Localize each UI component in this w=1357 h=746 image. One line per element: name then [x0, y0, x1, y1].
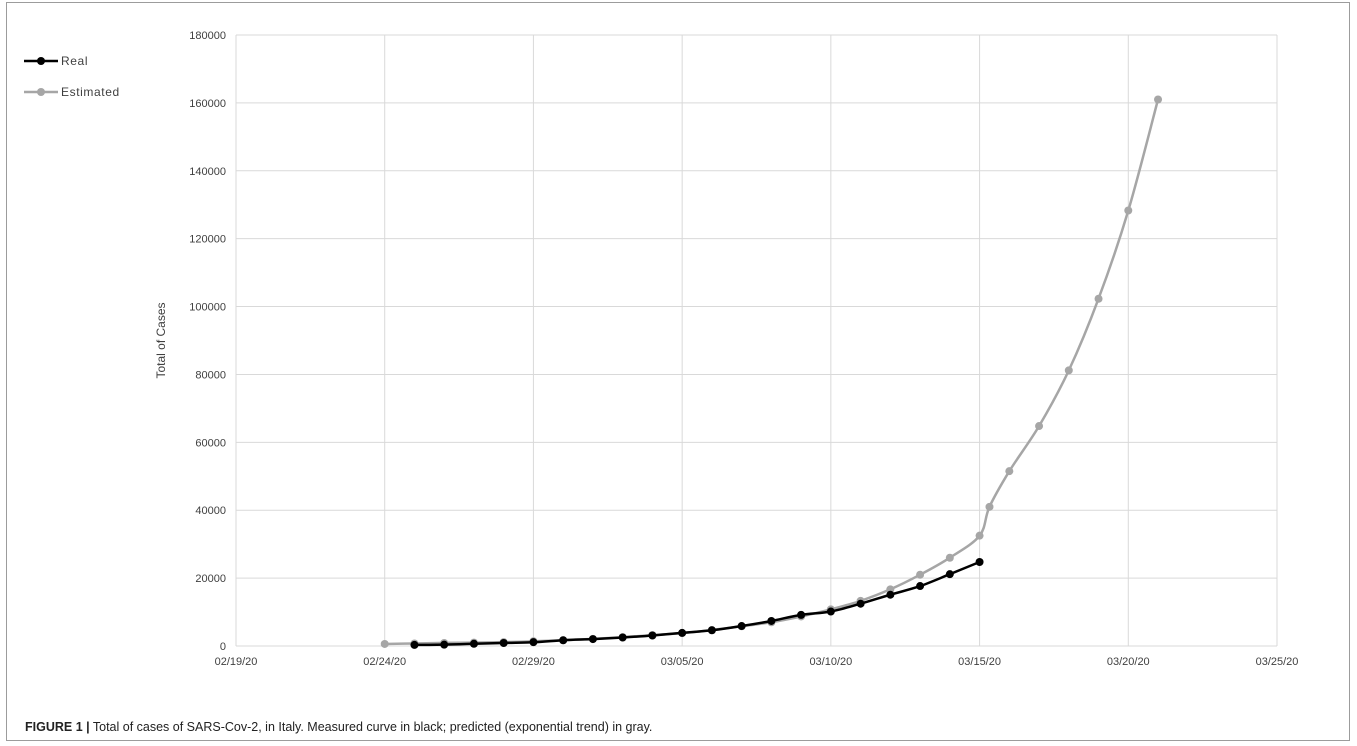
real-data-point — [797, 610, 806, 619]
real-data-point — [410, 640, 419, 649]
x-tick-label: 03/15/20 — [958, 656, 1001, 668]
real-data-point — [529, 638, 538, 647]
estimated-data-point — [1005, 467, 1014, 476]
real-data-point — [886, 590, 895, 599]
legend-real-marker — [37, 57, 45, 65]
y-tick-label: 40000 — [195, 505, 226, 517]
y-tick-label: 140000 — [189, 166, 226, 178]
legend: Real Estimated — [24, 54, 120, 99]
y-axis-title: Total of Cases — [154, 302, 168, 378]
legend-real-label: Real — [61, 54, 88, 68]
estimated-data-point — [1124, 206, 1133, 215]
chart: 0 20000 40000 60000 80000 100000 120000 140000 1… — [24, 30, 1298, 668]
x-tick-label: 03/25/20 — [1256, 656, 1299, 668]
real-data-point — [975, 557, 984, 566]
real-data-point — [499, 638, 508, 647]
real-data-point — [469, 639, 478, 648]
real-data-point — [826, 607, 835, 616]
y-tick-label: 60000 — [195, 437, 226, 449]
estimated-data-point — [1094, 294, 1103, 303]
caption-text: Total of cases of SARS-Cov-2, in Italy. … — [92, 720, 653, 734]
real-data-point — [945, 570, 954, 579]
estimated-data-point — [1064, 366, 1073, 375]
x-tick-label: 02/19/20 — [215, 656, 258, 668]
y-tick-label: 120000 — [189, 234, 226, 246]
real-data-point — [856, 599, 865, 608]
legend-estimated-marker — [37, 88, 45, 96]
real-data-point — [440, 640, 449, 649]
real-data-point — [588, 635, 597, 644]
real-data-point — [767, 616, 776, 625]
y-tick-label: 80000 — [195, 369, 226, 381]
legend-estimated-label: Estimated — [61, 85, 120, 99]
caption-label: FIGURE 1 | — [25, 720, 90, 734]
x-tick-label: 03/10/20 — [809, 656, 852, 668]
real-data-point — [559, 636, 568, 645]
real-data-point — [678, 628, 687, 637]
real-data-point — [648, 631, 657, 640]
x-tick-label: 03/05/20 — [661, 656, 704, 668]
axes: 0 20000 40000 60000 80000 100000 120000 140000 1… — [154, 30, 1298, 668]
real-series-line — [414, 560, 981, 647]
real-data-point — [916, 582, 925, 591]
estimated-data-point — [916, 570, 925, 579]
estimated-data-point — [1035, 422, 1044, 431]
y-tick-label: 0 — [220, 641, 226, 653]
x-tick-label: 02/24/20 — [363, 656, 406, 668]
series — [380, 95, 1163, 649]
y-tick-label: 100000 — [189, 302, 226, 314]
real-data-point — [618, 633, 627, 642]
estimated-data-point — [1154, 95, 1163, 104]
y-tick-label: 160000 — [189, 98, 226, 110]
estimated-data-point — [985, 502, 994, 511]
estimated-series-line — [384, 99, 1160, 646]
y-tick-label: 180000 — [189, 30, 226, 42]
estimated-data-point — [945, 553, 954, 562]
estimated-data-point — [975, 531, 984, 540]
y-tick-label: 20000 — [195, 573, 226, 585]
figure-caption: FIGURE 1 | Total of cases of SARS-Cov-2,… — [25, 720, 1345, 734]
x-tick-label: 03/20/20 — [1107, 656, 1150, 668]
gridlines — [235, 34, 1278, 647]
figure-frame: 0 20000 40000 60000 80000 100000 120000 140000 1… — [6, 2, 1350, 741]
x-tick-label: 02/29/20 — [512, 656, 555, 668]
real-data-point — [737, 622, 746, 631]
estimated-data-point — [380, 639, 389, 648]
real-data-point — [707, 626, 716, 635]
